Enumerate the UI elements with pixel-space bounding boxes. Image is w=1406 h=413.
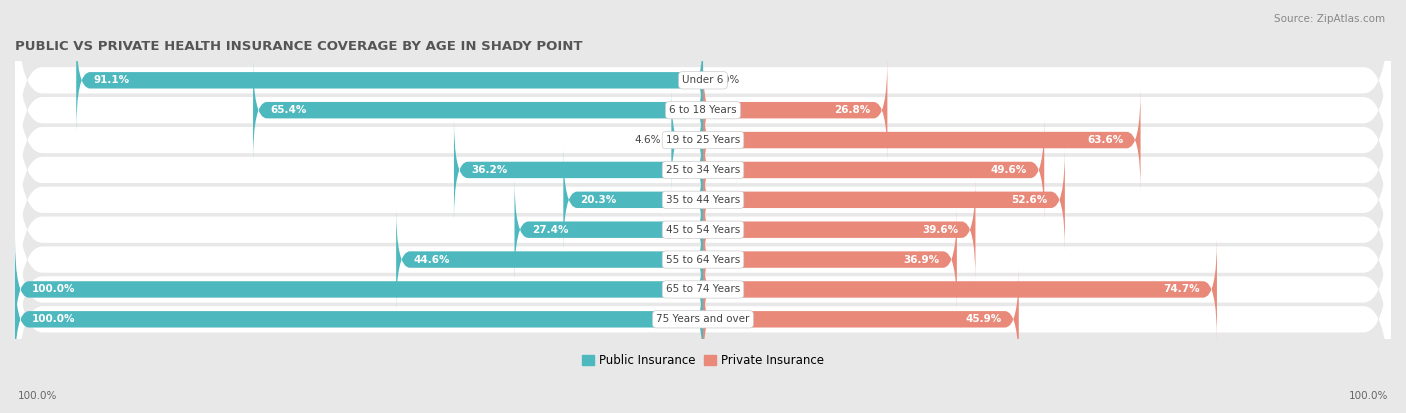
Text: 36.2%: 36.2% bbox=[471, 165, 508, 175]
FancyBboxPatch shape bbox=[703, 148, 1064, 252]
FancyBboxPatch shape bbox=[515, 178, 703, 281]
FancyBboxPatch shape bbox=[703, 238, 1218, 341]
FancyBboxPatch shape bbox=[15, 183, 1391, 396]
Text: 100.0%: 100.0% bbox=[32, 314, 76, 324]
FancyBboxPatch shape bbox=[15, 268, 703, 371]
Text: 74.7%: 74.7% bbox=[1163, 285, 1199, 294]
Text: 91.1%: 91.1% bbox=[93, 75, 129, 85]
FancyBboxPatch shape bbox=[703, 119, 1045, 221]
FancyBboxPatch shape bbox=[253, 59, 703, 162]
FancyBboxPatch shape bbox=[15, 93, 1391, 306]
Text: 100.0%: 100.0% bbox=[18, 392, 58, 401]
FancyBboxPatch shape bbox=[15, 64, 1391, 276]
Text: 75 Years and over: 75 Years and over bbox=[657, 314, 749, 324]
FancyBboxPatch shape bbox=[15, 34, 1391, 247]
FancyBboxPatch shape bbox=[703, 59, 887, 162]
Text: 39.6%: 39.6% bbox=[922, 225, 959, 235]
FancyBboxPatch shape bbox=[15, 123, 1391, 336]
Text: 63.6%: 63.6% bbox=[1087, 135, 1123, 145]
Text: Source: ZipAtlas.com: Source: ZipAtlas.com bbox=[1274, 14, 1385, 24]
Text: 35 to 44 Years: 35 to 44 Years bbox=[666, 195, 740, 205]
Text: 44.6%: 44.6% bbox=[413, 254, 450, 265]
FancyBboxPatch shape bbox=[15, 0, 1391, 187]
FancyBboxPatch shape bbox=[703, 208, 957, 311]
Legend: Public Insurance, Private Insurance: Public Insurance, Private Insurance bbox=[578, 349, 828, 372]
Text: 6 to 18 Years: 6 to 18 Years bbox=[669, 105, 737, 115]
FancyBboxPatch shape bbox=[15, 153, 1391, 366]
Text: 0.0%: 0.0% bbox=[713, 75, 740, 85]
FancyBboxPatch shape bbox=[15, 238, 703, 341]
Text: 45 to 54 Years: 45 to 54 Years bbox=[666, 225, 740, 235]
FancyBboxPatch shape bbox=[671, 88, 703, 192]
FancyBboxPatch shape bbox=[76, 29, 703, 132]
Text: 52.6%: 52.6% bbox=[1011, 195, 1047, 205]
Text: 27.4%: 27.4% bbox=[531, 225, 568, 235]
Text: 36.9%: 36.9% bbox=[904, 254, 939, 265]
Text: PUBLIC VS PRIVATE HEALTH INSURANCE COVERAGE BY AGE IN SHADY POINT: PUBLIC VS PRIVATE HEALTH INSURANCE COVER… bbox=[15, 40, 582, 53]
Text: 45.9%: 45.9% bbox=[966, 314, 1001, 324]
Text: 65 to 74 Years: 65 to 74 Years bbox=[666, 285, 740, 294]
FancyBboxPatch shape bbox=[564, 148, 703, 252]
FancyBboxPatch shape bbox=[15, 213, 1391, 413]
Text: 20.3%: 20.3% bbox=[581, 195, 617, 205]
FancyBboxPatch shape bbox=[703, 88, 1140, 192]
Text: 19 to 25 Years: 19 to 25 Years bbox=[666, 135, 740, 145]
Text: 100.0%: 100.0% bbox=[1348, 392, 1388, 401]
FancyBboxPatch shape bbox=[703, 178, 976, 281]
FancyBboxPatch shape bbox=[15, 4, 1391, 216]
FancyBboxPatch shape bbox=[454, 119, 703, 221]
Text: 65.4%: 65.4% bbox=[270, 105, 307, 115]
Text: 25 to 34 Years: 25 to 34 Years bbox=[666, 165, 740, 175]
Text: 26.8%: 26.8% bbox=[834, 105, 870, 115]
FancyBboxPatch shape bbox=[703, 268, 1019, 371]
Text: 49.6%: 49.6% bbox=[991, 165, 1026, 175]
Text: 55 to 64 Years: 55 to 64 Years bbox=[666, 254, 740, 265]
Text: 4.6%: 4.6% bbox=[634, 135, 661, 145]
Text: Under 6: Under 6 bbox=[682, 75, 724, 85]
Text: 100.0%: 100.0% bbox=[32, 285, 76, 294]
FancyBboxPatch shape bbox=[396, 208, 703, 311]
